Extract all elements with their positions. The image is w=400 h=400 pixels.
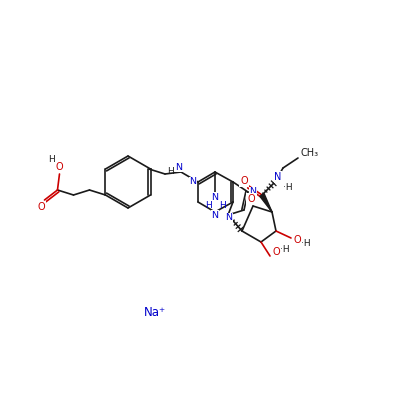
Text: O: O	[38, 202, 45, 212]
Text: H: H	[48, 156, 55, 164]
Text: N: N	[212, 192, 218, 202]
Text: N: N	[190, 178, 196, 186]
Polygon shape	[260, 194, 272, 212]
Text: N: N	[274, 172, 282, 182]
Text: N: N	[212, 210, 218, 220]
Text: N: N	[176, 162, 182, 172]
Text: H: H	[205, 200, 211, 210]
Text: O: O	[56, 162, 63, 172]
Text: H: H	[168, 168, 174, 176]
Text: ·H: ·H	[301, 240, 311, 248]
Text: ·H: ·H	[280, 244, 290, 254]
Text: Na⁺: Na⁺	[144, 306, 166, 318]
Text: CH₃: CH₃	[301, 148, 319, 158]
Text: N: N	[226, 214, 232, 222]
Text: O: O	[240, 176, 248, 186]
Text: N: N	[250, 188, 256, 196]
Text: O: O	[293, 235, 301, 245]
Text: O: O	[272, 247, 280, 257]
Text: O: O	[247, 194, 255, 204]
Text: ·H: ·H	[283, 182, 293, 192]
Text: H: H	[219, 200, 225, 210]
